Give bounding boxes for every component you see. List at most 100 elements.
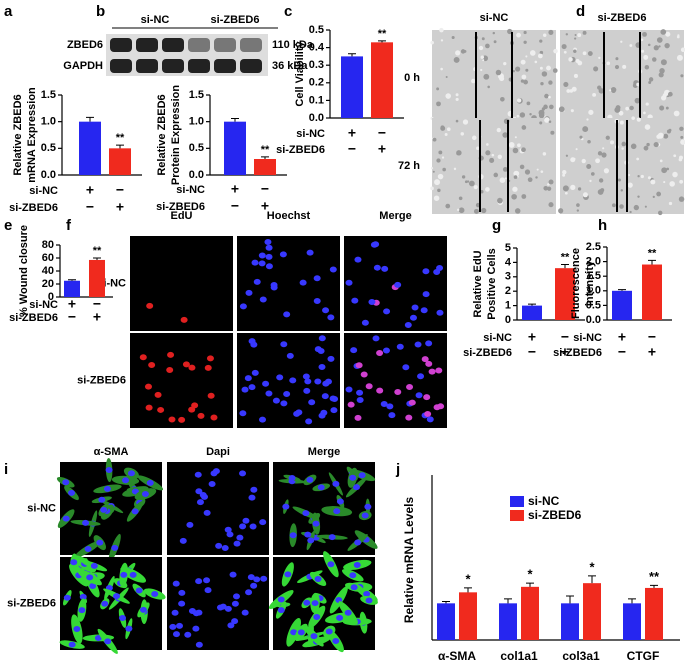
texture bbox=[464, 180, 468, 184]
nucleus bbox=[289, 377, 297, 384]
texture bbox=[487, 85, 490, 89]
image-row-label: 0 h bbox=[404, 72, 420, 84]
nucleus bbox=[62, 479, 70, 486]
texture bbox=[587, 51, 593, 56]
image-column-label: Merge bbox=[379, 210, 411, 222]
image-column-label: EdU bbox=[171, 210, 193, 222]
texture bbox=[579, 135, 583, 139]
nucleus bbox=[184, 631, 192, 638]
image-row-label: si-NC bbox=[27, 502, 56, 514]
blot-band bbox=[214, 38, 236, 52]
texture bbox=[548, 120, 552, 123]
texture bbox=[446, 127, 451, 132]
treatment-name: si-ZBED6 bbox=[9, 312, 58, 324]
texture bbox=[440, 125, 445, 130]
texture bbox=[656, 37, 663, 43]
bar bbox=[437, 603, 455, 640]
error-bar bbox=[566, 595, 574, 604]
nucleus bbox=[317, 347, 325, 354]
nucleus bbox=[226, 531, 234, 538]
micrograph bbox=[56, 457, 164, 562]
nucleus bbox=[262, 380, 270, 387]
nucleus bbox=[324, 378, 332, 385]
nucleus bbox=[194, 471, 202, 478]
treatment-name: si-ZBED6 bbox=[156, 201, 205, 213]
nucleus bbox=[304, 378, 312, 385]
nucleus bbox=[423, 394, 431, 401]
texture bbox=[430, 167, 434, 170]
texture bbox=[478, 45, 484, 51]
texture bbox=[513, 170, 520, 177]
texture bbox=[595, 158, 600, 164]
y-axis-label: Fluorescence bbox=[570, 248, 582, 319]
texture bbox=[615, 57, 619, 61]
image-column-label: si-ZBED6 bbox=[598, 12, 647, 24]
nucleus bbox=[344, 609, 352, 616]
texture bbox=[460, 132, 464, 136]
nucleus bbox=[277, 607, 285, 614]
micrograph-bg bbox=[130, 333, 233, 428]
texture bbox=[586, 118, 589, 121]
texture bbox=[597, 189, 604, 195]
bar bbox=[645, 587, 663, 640]
texture bbox=[476, 146, 480, 151]
nucleus bbox=[312, 520, 320, 527]
texture bbox=[543, 185, 549, 191]
texture bbox=[547, 186, 552, 191]
texture bbox=[653, 141, 659, 148]
panel-letter: e bbox=[4, 217, 12, 234]
nucleus bbox=[265, 244, 273, 251]
nucleus bbox=[151, 591, 159, 598]
texture bbox=[643, 145, 649, 151]
texture bbox=[577, 187, 582, 191]
texture bbox=[676, 35, 680, 39]
texture bbox=[493, 40, 497, 44]
texture bbox=[539, 121, 543, 125]
texture bbox=[646, 142, 650, 147]
y-tick-label: 2.5 bbox=[586, 241, 601, 253]
error-bar bbox=[504, 598, 512, 604]
micrograph bbox=[167, 462, 269, 555]
treatment-name: si-NC bbox=[573, 332, 602, 344]
nucleus bbox=[139, 354, 147, 361]
texture bbox=[453, 167, 457, 171]
significance: ** bbox=[561, 251, 570, 263]
nucleus bbox=[119, 615, 127, 622]
texture bbox=[521, 125, 527, 130]
nucleus bbox=[409, 314, 417, 321]
error-bar bbox=[648, 259, 656, 265]
texture bbox=[499, 177, 506, 183]
treatment-sign: + bbox=[648, 344, 656, 360]
texture bbox=[432, 170, 435, 173]
texture bbox=[496, 127, 501, 133]
significance: ** bbox=[378, 28, 387, 40]
nucleus bbox=[68, 489, 76, 496]
texture bbox=[539, 50, 544, 55]
y-tick-label: 0.2 bbox=[309, 77, 324, 89]
image-column-label: Dapi bbox=[206, 446, 230, 458]
texture bbox=[525, 68, 529, 72]
nucleus bbox=[232, 593, 240, 600]
nucleus bbox=[381, 265, 389, 272]
texture bbox=[558, 208, 564, 214]
blot-row-label: GAPDH bbox=[63, 60, 103, 72]
micrograph bbox=[430, 27, 558, 126]
texture bbox=[458, 196, 463, 201]
nucleus bbox=[131, 488, 139, 495]
nucleus bbox=[239, 410, 247, 417]
treatment-sign: + bbox=[93, 309, 101, 325]
texture bbox=[471, 78, 476, 84]
texture bbox=[432, 137, 437, 142]
nucleus bbox=[90, 562, 98, 569]
texture bbox=[601, 152, 607, 158]
texture bbox=[668, 201, 673, 206]
texture bbox=[564, 191, 568, 195]
nucleus bbox=[349, 572, 357, 579]
nucleus bbox=[168, 416, 176, 423]
nucleus bbox=[411, 304, 419, 311]
texture bbox=[561, 44, 567, 50]
nucleus bbox=[320, 409, 328, 416]
texture bbox=[661, 95, 667, 101]
texture bbox=[444, 132, 448, 136]
texture bbox=[535, 176, 538, 179]
